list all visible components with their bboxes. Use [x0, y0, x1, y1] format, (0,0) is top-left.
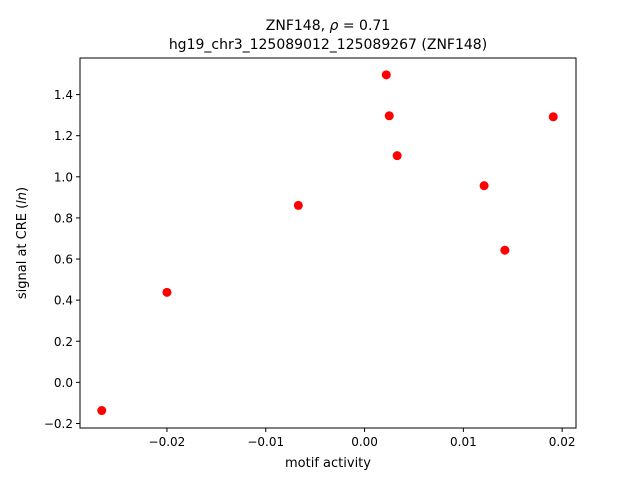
y-axis-label: signal at CRE (ln): [15, 187, 30, 299]
data-point: [293, 200, 303, 210]
y-axis-ticks: −0.2 0.0 0.2 0.4 0.6 0.8 1.0 1.2 1.4: [44, 88, 80, 431]
data-point: [548, 112, 558, 122]
data-point: [500, 245, 510, 255]
x-tick-label: −0.02: [149, 435, 186, 449]
y-tick-label: 1.2: [54, 129, 73, 143]
data-point: [97, 406, 107, 416]
data-point: [392, 151, 402, 161]
y-tick-label: 1.0: [54, 170, 73, 184]
y-tick-label: 0.6: [54, 253, 73, 267]
x-tick-label: 0.00: [351, 435, 378, 449]
data-point: [384, 111, 394, 121]
chart-title-line1: ZNF148, ρ = 0.71: [266, 18, 390, 34]
x-axis-label: motif activity: [285, 456, 371, 471]
plot-area: [79, 57, 577, 429]
data-point: [162, 287, 172, 297]
y-tick-label: 0.2: [54, 335, 73, 349]
x-axis-ticks: −0.02 −0.01 0.00 0.01 0.02: [149, 428, 576, 449]
x-tick-label: −0.01: [247, 435, 284, 449]
y-tick-label: −0.2: [44, 417, 73, 431]
x-tick-label: 0.02: [549, 435, 576, 449]
x-tick-label: 0.01: [450, 435, 477, 449]
data-point: [381, 70, 391, 80]
data-points: [97, 70, 558, 416]
chart-title-line2: hg19_chr3_125089012_125089267 (ZNF148): [169, 37, 487, 53]
y-tick-label: 1.4: [54, 88, 73, 102]
y-tick-label: 0.0: [54, 376, 73, 390]
data-point: [479, 181, 489, 191]
y-tick-label: 0.8: [54, 211, 73, 225]
y-tick-label: 0.4: [54, 294, 73, 308]
